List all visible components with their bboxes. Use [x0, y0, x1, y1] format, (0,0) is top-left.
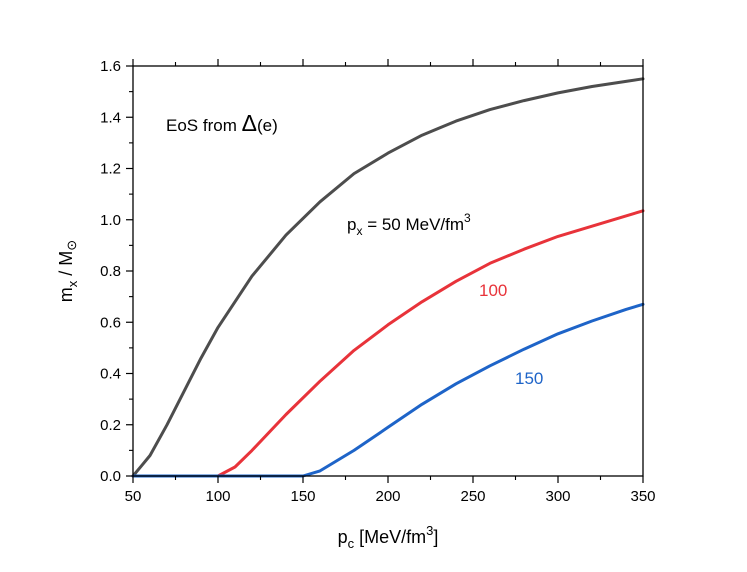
y-tick-label: 1.4	[100, 109, 121, 126]
annotation: EoS from Δ(e)	[166, 110, 278, 136]
x-tick-label: 200	[375, 488, 400, 505]
x-tick-label: 150	[290, 488, 315, 505]
x-axis-label: pc [MeV/fm3]	[338, 523, 439, 551]
y-tick-label: 1.2	[100, 161, 121, 178]
y-tick-label: 0.6	[100, 314, 121, 331]
series-line-0	[131, 77, 645, 478]
series-layer	[131, 77, 645, 478]
x-tick-label: 300	[545, 488, 570, 505]
series-label-100: 100	[479, 281, 507, 300]
series-label-50: px = 50 MeV/fm3	[347, 211, 471, 238]
x-tick-label: 250	[460, 488, 485, 505]
y-tick-label: 0.0	[100, 468, 121, 485]
x-tick-label: 100	[205, 488, 230, 505]
tick-layer: 50 100 150 200 250 300 350 0.0 0.2 0.4 0.6 0.8 1.0 1.…	[100, 58, 655, 505]
y-tick-label: 1.6	[100, 58, 121, 75]
series-line-2	[131, 302, 645, 478]
y-tick-label: 0.8	[100, 263, 121, 280]
x-tick-label: 350	[630, 488, 655, 505]
y-tick-label: 1.0	[100, 212, 121, 229]
y-tick-label: 0.2	[100, 417, 121, 434]
y-axis-label: mx / M⊙	[56, 240, 80, 302]
series-line-1	[131, 209, 645, 478]
y-tick-label: 0.4	[100, 366, 121, 383]
x-tick-label: 50	[125, 488, 142, 505]
series-label-150: 150	[515, 369, 543, 388]
